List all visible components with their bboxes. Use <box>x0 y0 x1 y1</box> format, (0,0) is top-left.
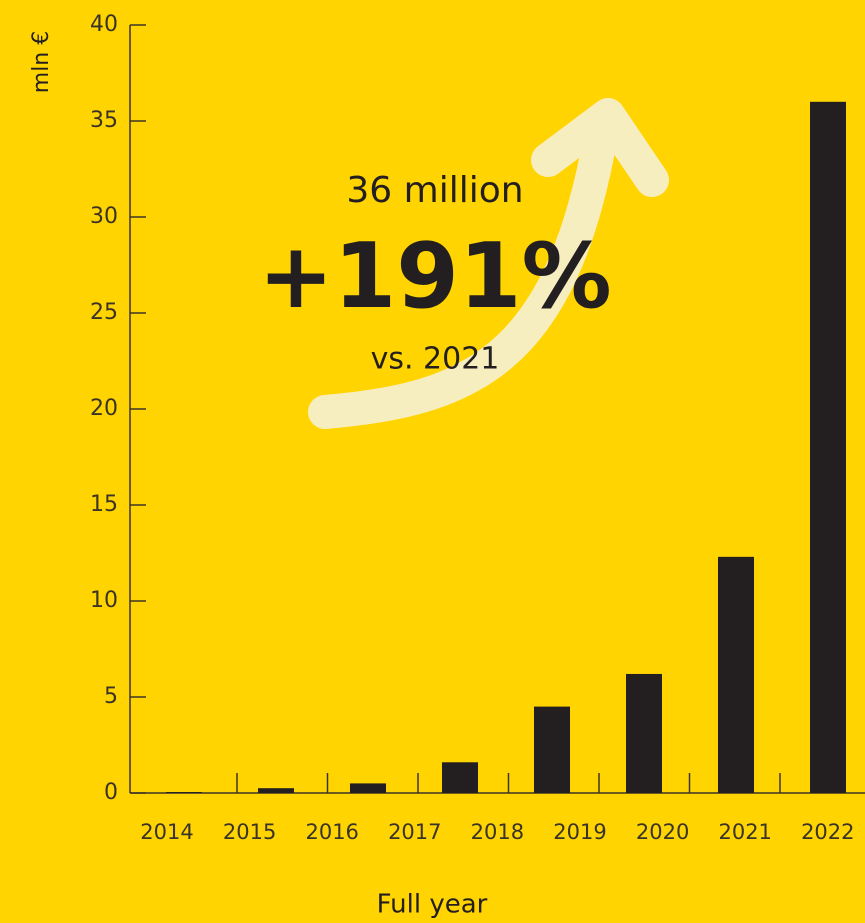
y-tick-label: 30 <box>90 204 118 229</box>
x-tick-label: 2015 <box>223 820 276 844</box>
bar <box>534 706 570 793</box>
y-tick-label: 15 <box>90 492 118 517</box>
bar <box>626 673 662 793</box>
bar <box>718 556 754 793</box>
x-tick-label: 2016 <box>305 820 358 844</box>
x-tick-label: 2019 <box>553 820 606 844</box>
annotation: 36 million <box>346 170 523 211</box>
x-tick-label: 2021 <box>718 820 771 844</box>
y-tick-label: 20 <box>90 396 118 421</box>
y-tick-label: 0 <box>104 780 118 805</box>
y-tick-label: 35 <box>90 108 118 133</box>
y-tick-label: 10 <box>90 588 118 613</box>
bar <box>166 792 202 793</box>
x-tick-label: 2018 <box>471 820 524 844</box>
bar <box>810 101 846 794</box>
arrow-head <box>531 98 669 197</box>
bar <box>350 783 386 793</box>
x-axis-label: Full year <box>377 890 488 920</box>
x-tick-label: 2014 <box>140 820 193 844</box>
arrow <box>308 123 617 429</box>
annotation: +191% <box>258 224 611 329</box>
bar <box>258 788 294 793</box>
annotation: vs. 2021 <box>371 342 500 377</box>
x-tick-label: 2022 <box>801 820 854 844</box>
x-tick-label: 2017 <box>388 820 441 844</box>
y-tick-label: 40 <box>90 12 118 37</box>
x-tick-label: 2020 <box>636 820 689 844</box>
y-tick-label: 25 <box>90 300 118 325</box>
y-tick-label: 5 <box>104 684 118 709</box>
y-axis-label: mln € <box>29 31 54 93</box>
bar <box>442 762 478 793</box>
